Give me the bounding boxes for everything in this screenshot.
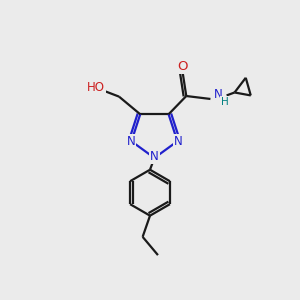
Text: N: N <box>214 88 223 101</box>
Text: HO: HO <box>87 81 105 94</box>
Text: O: O <box>178 60 188 73</box>
Text: N: N <box>174 135 182 148</box>
Text: H: H <box>221 97 229 107</box>
Text: N: N <box>150 150 159 163</box>
Text: N: N <box>127 135 135 148</box>
